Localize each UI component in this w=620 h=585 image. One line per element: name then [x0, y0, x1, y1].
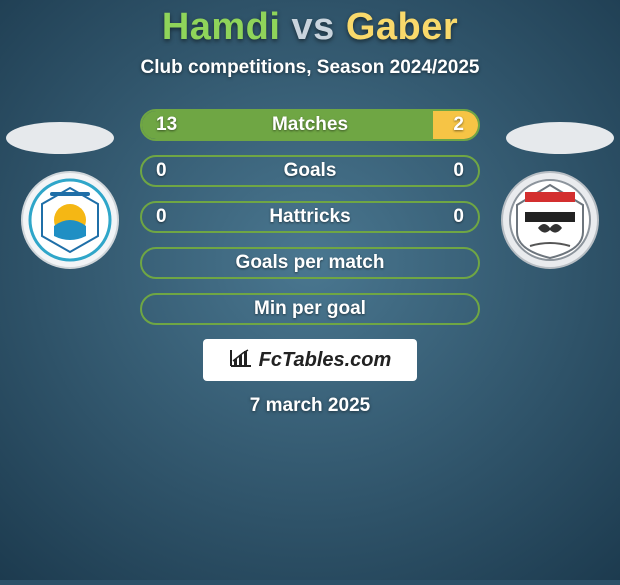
- stat-row: Goals0 0: [140, 155, 480, 187]
- stat-value-p1: 13: [156, 111, 177, 139]
- stat-row: Min per goal: [140, 293, 480, 325]
- stat-label: Matches: [142, 111, 478, 139]
- title-vs: vs: [292, 6, 335, 48]
- stat-value-p2: 2: [453, 111, 464, 139]
- player1-oval: [6, 122, 114, 154]
- stat-row: Matches13 2: [140, 109, 480, 141]
- date-label: 7 march 2025: [250, 395, 370, 417]
- stat-value-p2: 0: [453, 203, 464, 231]
- watermark: FcTables.com: [203, 339, 417, 381]
- player2-oval: [506, 122, 614, 154]
- stat-label: Hattricks: [142, 203, 478, 231]
- subtitle: Club competitions, Season 2024/2025: [141, 57, 480, 79]
- player1-name: Hamdi: [162, 6, 281, 48]
- stat-value-p1: 0: [156, 203, 167, 231]
- stat-label: Goals per match: [142, 249, 478, 277]
- chart-icon: [229, 348, 253, 373]
- player2-club-badge: [500, 170, 600, 270]
- player1-club-badge: [20, 170, 120, 270]
- stat-label: Goals: [142, 157, 478, 185]
- stat-row: Hattricks0 0: [140, 201, 480, 233]
- stat-value-p2: 0: [453, 157, 464, 185]
- player2-name: Gaber: [346, 6, 458, 48]
- stat-label: Min per goal: [142, 295, 478, 323]
- page-title: Hamdi vs Gaber: [162, 6, 458, 49]
- stats-container: Matches132Goals00Hattricks00Goals per ma…: [140, 109, 480, 325]
- stat-row: Goals per match: [140, 247, 480, 279]
- watermark-text: FcTables.com: [259, 349, 392, 372]
- stat-value-p1: 0: [156, 157, 167, 185]
